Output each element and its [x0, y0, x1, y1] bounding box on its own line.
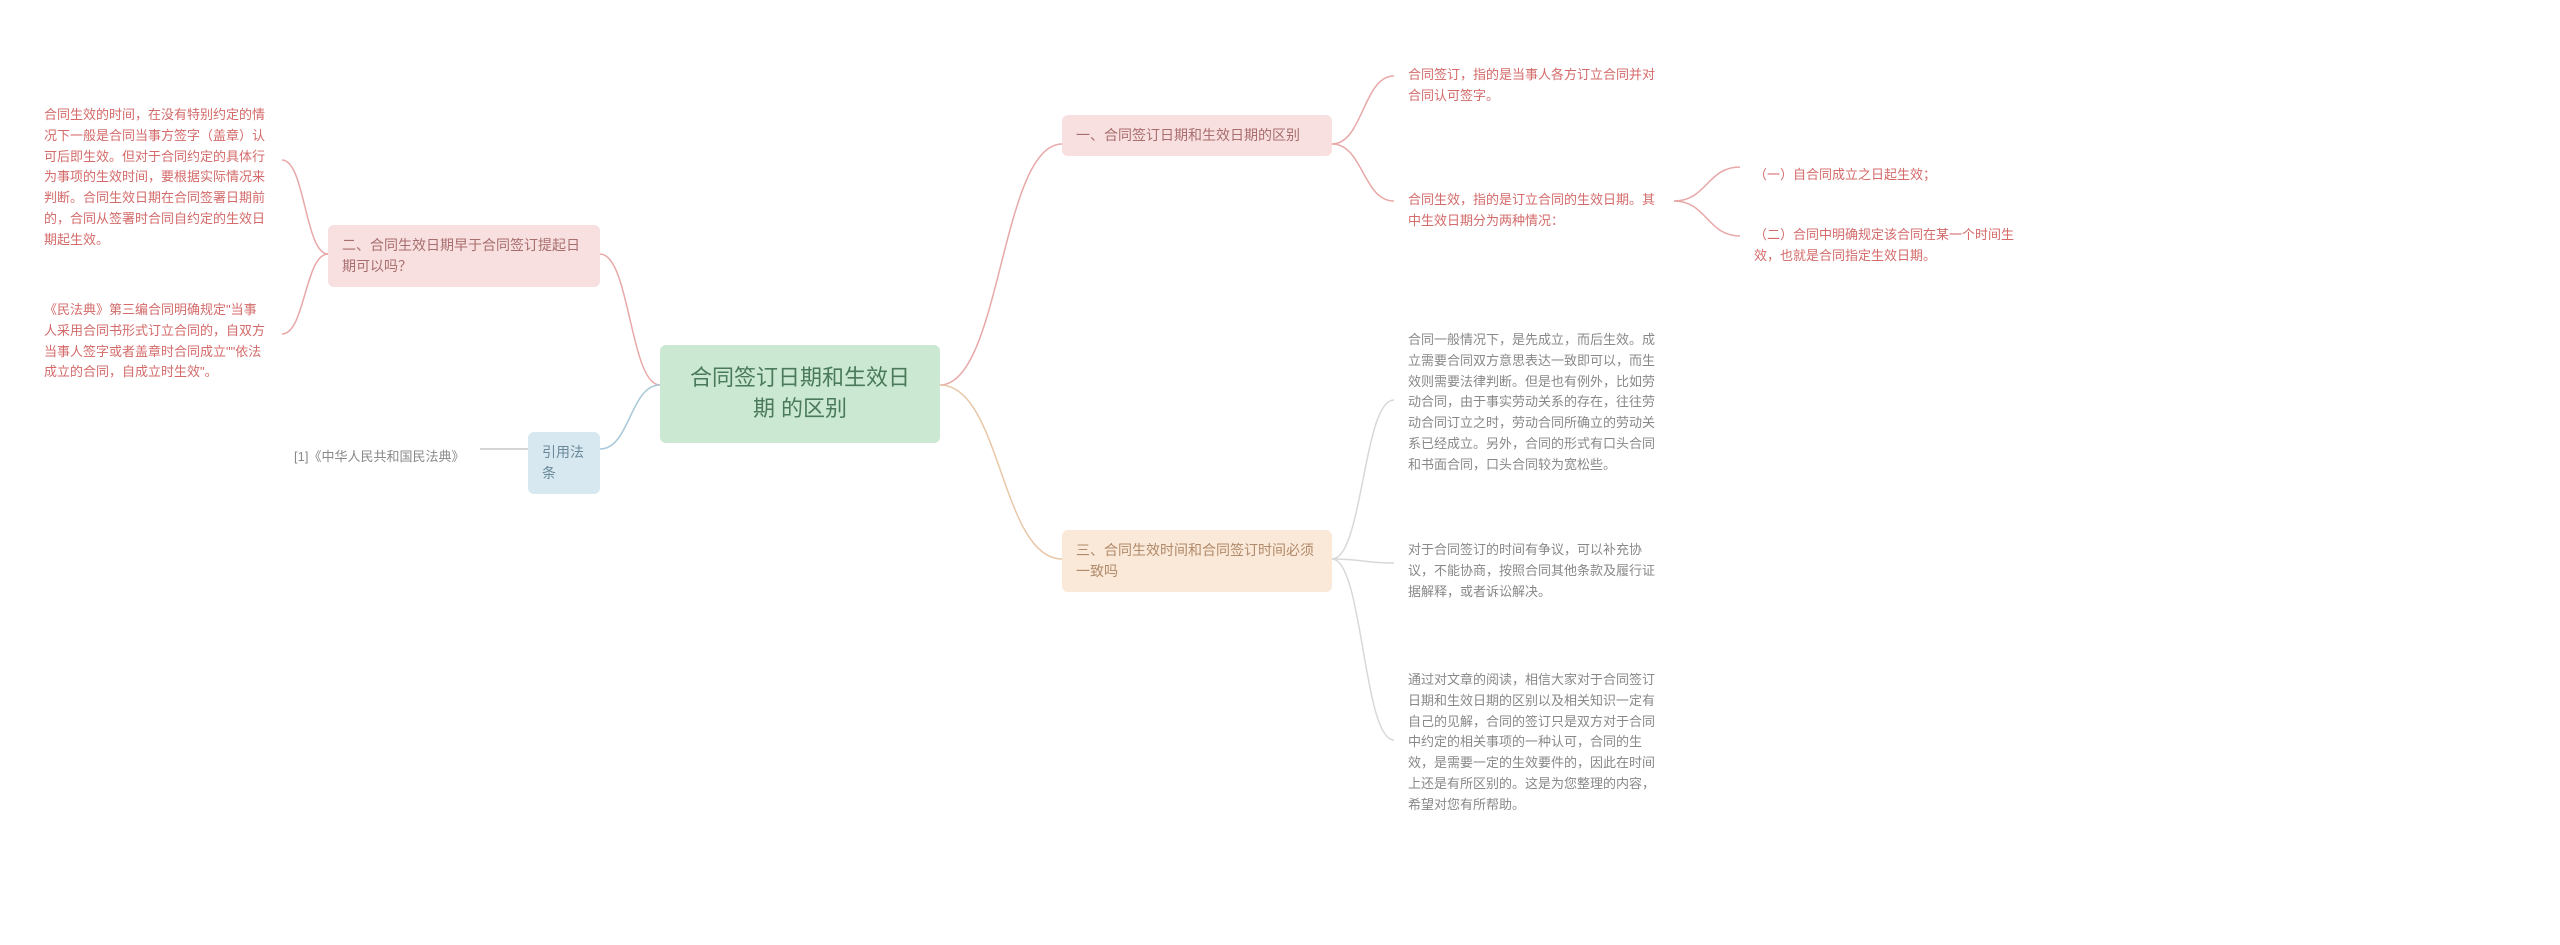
leaf-3a: 合同一般情况下，是先成立，而后生效。成立需要合同双方意思表达一致即可以，而生效则…: [1394, 320, 1674, 486]
leaf-2b: 《民法典》第三编合同明确规定"当事人采用合同书形式订立合同的，自双方当事人签字或…: [30, 290, 282, 393]
leaf-3b: 对于合同签订的时间有争议，可以补充协议，不能协商，按照合同其他条款及履行证据解释…: [1394, 530, 1674, 612]
branch-2: 二、合同生效日期早于合同签订提起日期可以吗？: [328, 225, 600, 287]
branch-4-citation: 引用法条: [528, 432, 600, 494]
branch-1: 一、合同签订日期和生效日期的区别: [1062, 115, 1332, 156]
leaf-1b: 合同生效，指的是订立合同的生效日期。其中生效日期分为两种情况：: [1394, 180, 1674, 242]
leaf-2a: 合同生效的时间，在没有特别约定的情况下一般是合同当事方签字（盖章）认可后即生效。…: [30, 95, 282, 261]
leaf-3c: 通过对文章的阅读，相信大家对于合同签订日期和生效日期的区别以及相关知识一定有自己…: [1394, 660, 1674, 826]
leaf-1b1: （一）自合同成立之日起生效；: [1740, 155, 2020, 196]
leaf-1a: 合同签订，指的是当事人各方订立合同并对合同认可签字。: [1394, 55, 1674, 117]
leaf-1b2: （二）合同中明确规定该合同在某一个时间生效，也就是合同指定生效日期。: [1740, 215, 2030, 277]
leaf-4a: [1]《中华人民共和国民法典》: [280, 437, 480, 478]
root-node: 合同签订日期和生效日期 的区别: [660, 345, 940, 443]
branch-3: 三、合同生效时间和合同签订时间必须一致吗: [1062, 530, 1332, 592]
